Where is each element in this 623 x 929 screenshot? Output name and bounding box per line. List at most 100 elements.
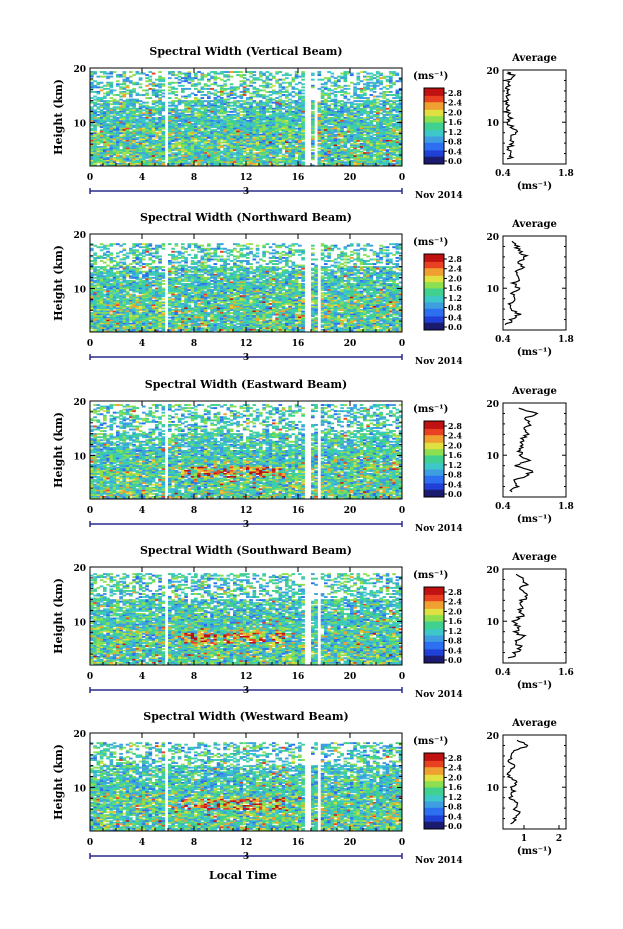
heatmap-cell bbox=[226, 123, 231, 126]
heatmap-cell bbox=[382, 123, 387, 126]
heatmap-cell bbox=[168, 121, 172, 124]
heatmap-cell bbox=[99, 149, 104, 152]
heatmap-cell bbox=[122, 107, 127, 110]
heatmap-cell bbox=[356, 103, 361, 106]
heatmap-cell bbox=[275, 72, 279, 75]
heatmap-cell bbox=[356, 112, 361, 115]
heatmap-cell bbox=[151, 117, 156, 119]
heatmap-cell bbox=[249, 113, 253, 116]
heatmap-cell bbox=[135, 98, 140, 101]
heatmap-cell bbox=[262, 133, 266, 136]
heatmap-cell bbox=[255, 144, 260, 147]
heatmap-cell bbox=[298, 113, 302, 116]
heatmap-cell bbox=[278, 92, 283, 95]
heatmap-cell bbox=[259, 136, 263, 139]
heatmap-cell bbox=[155, 78, 159, 81]
heatmap-cell bbox=[311, 74, 315, 77]
heatmap-cell bbox=[233, 107, 237, 110]
heatmap-cell bbox=[372, 120, 377, 122]
heatmap-cell bbox=[242, 109, 247, 112]
heatmap-cell bbox=[171, 147, 175, 150]
heatmap-cell bbox=[213, 101, 218, 104]
heatmap-cell bbox=[187, 104, 192, 107]
heatmap-cell bbox=[184, 77, 188, 80]
heatmap-cell bbox=[226, 144, 231, 147]
heatmap-cell bbox=[210, 133, 214, 136]
heatmap-cell bbox=[350, 117, 354, 119]
heatmap-cell bbox=[301, 127, 305, 130]
heatmap-cell bbox=[233, 133, 237, 136]
heatmap-cell bbox=[275, 120, 279, 122]
heatmap-cell bbox=[226, 104, 231, 107]
heatmap-cell bbox=[168, 110, 172, 113]
heatmap-cell bbox=[366, 98, 370, 101]
heatmap-cell bbox=[272, 121, 276, 124]
heatmap-cell bbox=[246, 247, 250, 250]
heatmap-cell bbox=[177, 84, 182, 87]
heatmap-cell bbox=[142, 143, 146, 145]
heatmap-cell bbox=[333, 112, 338, 115]
heatmap-cell bbox=[395, 127, 400, 130]
heatmap-cell bbox=[223, 136, 227, 139]
heatmap-cell bbox=[346, 258, 351, 261]
heatmap-cell bbox=[142, 112, 146, 115]
heatmap-cell bbox=[158, 113, 162, 116]
heatmap-cell bbox=[330, 112, 335, 115]
heatmap-cell bbox=[259, 89, 263, 92]
heatmap-cell bbox=[366, 135, 370, 138]
heatmap-cell bbox=[337, 101, 341, 104]
heatmap-cell bbox=[239, 75, 244, 78]
heatmap-cell bbox=[333, 121, 338, 124]
heatmap-cell bbox=[226, 132, 231, 135]
heatmap-cell bbox=[203, 124, 208, 127]
heatmap-cell bbox=[106, 83, 110, 86]
heatmap-cell bbox=[327, 138, 331, 141]
heatmap-cell bbox=[327, 95, 331, 98]
heatmap-cell bbox=[366, 117, 370, 119]
heatmap-cell bbox=[382, 92, 387, 95]
heatmap-cell bbox=[385, 129, 390, 132]
heatmap-cell bbox=[194, 101, 198, 104]
heatmap-cell bbox=[311, 118, 315, 121]
heatmap-cell bbox=[142, 118, 146, 121]
heatmap-cell bbox=[356, 100, 361, 103]
heatmap-cell bbox=[298, 103, 302, 106]
heatmap-cell bbox=[151, 150, 156, 153]
heatmap-cell bbox=[337, 256, 341, 259]
heatmap-cell bbox=[216, 121, 221, 124]
heatmap-cell bbox=[203, 135, 208, 138]
heatmap-cell bbox=[233, 92, 237, 95]
heatmap-cell bbox=[350, 253, 354, 256]
heatmap-cell bbox=[369, 249, 374, 252]
heatmap-cell bbox=[161, 120, 166, 122]
heatmap-cell bbox=[356, 124, 361, 127]
heatmap-cell bbox=[184, 147, 188, 150]
heatmap-cell bbox=[229, 101, 234, 104]
heatmap-cell bbox=[194, 161, 198, 164]
heatmap-cell bbox=[203, 144, 208, 147]
heatmap-cell bbox=[184, 118, 188, 121]
heatmap-cell bbox=[171, 103, 175, 106]
heatmap-cell bbox=[340, 258, 344, 261]
heatmap-cell bbox=[389, 104, 393, 107]
heatmap-cell bbox=[223, 87, 227, 90]
heatmap-cell bbox=[155, 112, 159, 115]
heatmap-cell bbox=[168, 81, 172, 84]
heatmap-cell bbox=[268, 120, 273, 122]
heatmap-cell bbox=[278, 136, 283, 139]
heatmap-cell bbox=[197, 250, 201, 253]
heatmap-cell bbox=[337, 143, 341, 145]
heatmap-cell bbox=[356, 149, 361, 152]
heatmap-cell bbox=[161, 141, 166, 144]
heatmap-cell bbox=[129, 138, 133, 141]
heatmap-cell bbox=[233, 97, 237, 100]
heatmap-cell bbox=[148, 120, 153, 122]
heatmap-cell bbox=[262, 146, 266, 149]
heatmap-cell bbox=[197, 139, 201, 142]
heatmap-cell bbox=[255, 110, 260, 113]
heatmap-cell bbox=[291, 100, 296, 103]
heatmap-cell bbox=[135, 124, 140, 127]
heatmap-cell bbox=[112, 143, 117, 145]
heatmap-cell bbox=[268, 152, 273, 155]
heatmap-cell bbox=[324, 124, 328, 127]
